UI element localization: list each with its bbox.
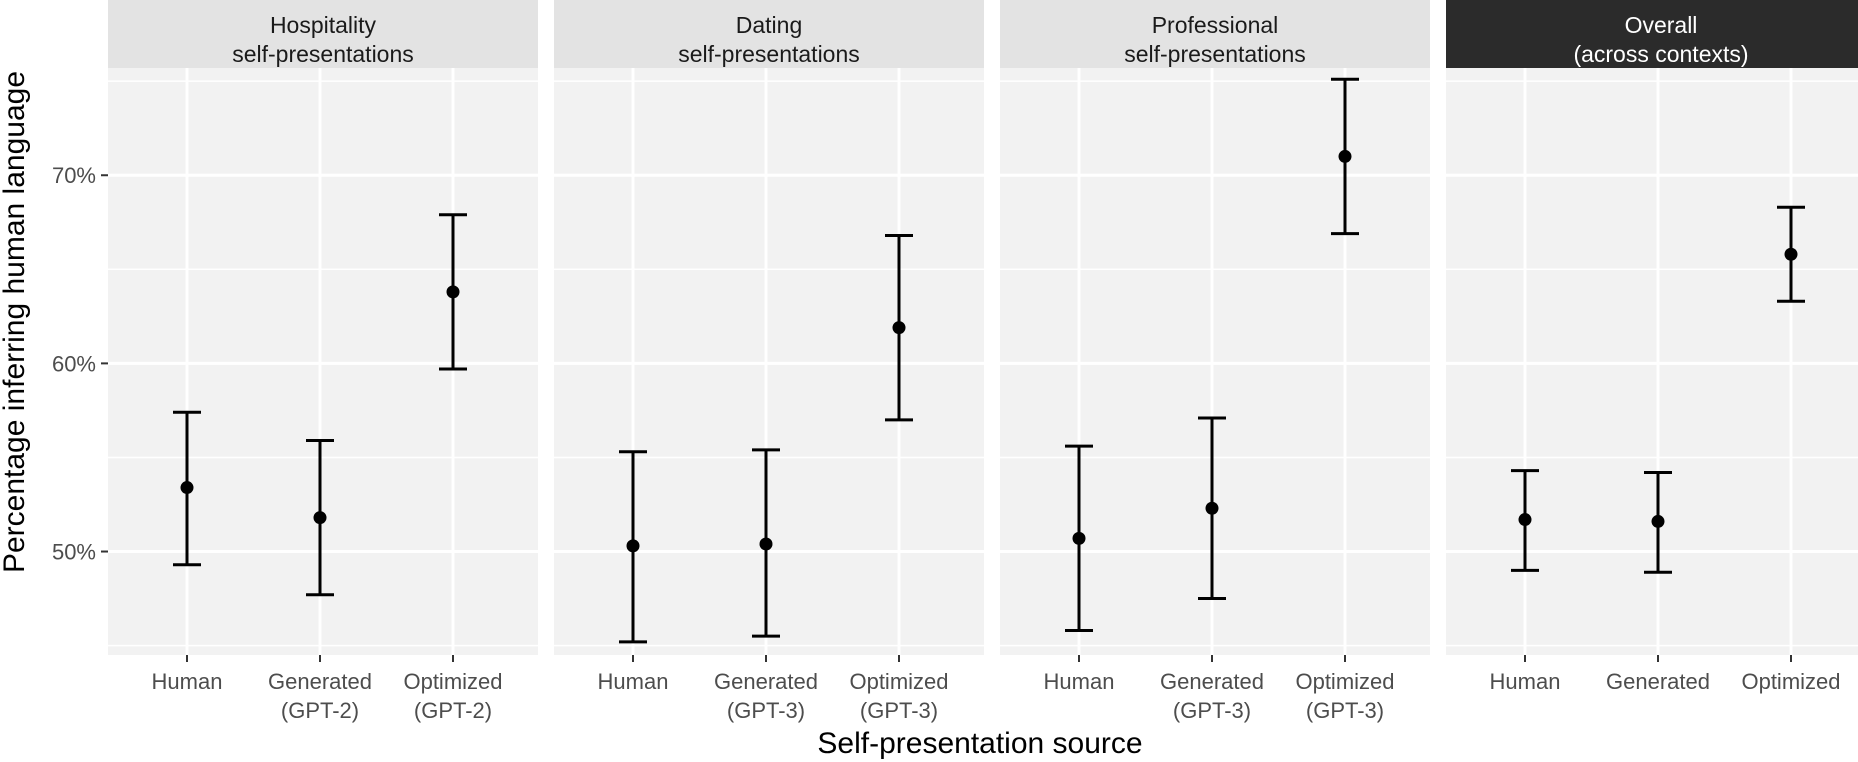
x-tick-label: Optimized <box>403 669 502 694</box>
x-tick-label: Generated <box>1160 669 1264 694</box>
facet-strip <box>554 0 984 68</box>
y-tick-label: 50% <box>52 540 96 565</box>
data-point <box>180 481 194 495</box>
x-tick-label: Human <box>1044 669 1115 694</box>
facet-strip <box>1446 0 1858 68</box>
panel-background <box>1446 68 1858 655</box>
panel-background <box>1000 68 1430 655</box>
facet-title-line: self-presentations <box>678 41 860 67</box>
data-point <box>1205 501 1219 515</box>
x-tick-label: (GPT-2) <box>414 698 492 723</box>
y-tick-label: 70% <box>52 163 96 188</box>
x-tick-label: (GPT-3) <box>1306 698 1384 723</box>
facet-panel: Overall (across contexts) Human Generated Op… <box>1446 0 1858 694</box>
x-tick-label: (GPT-3) <box>727 698 805 723</box>
facet-panel: Dating self-presentations Human Generated (G… <box>554 0 984 723</box>
facet-title-line: Professional <box>1152 12 1279 38</box>
x-tick-label: Human <box>152 669 223 694</box>
y-tick-label: 60% <box>52 351 96 376</box>
facet-panel: Professional self-presentations Human Gener… <box>1000 0 1430 723</box>
x-axis-title: Self-presentation source <box>817 727 1142 760</box>
x-tick-label: Generated <box>714 669 818 694</box>
facet-title-line: (across contexts) <box>1573 41 1748 67</box>
data-point <box>1072 531 1086 545</box>
data-point <box>446 285 460 299</box>
x-tick-label: Optimized <box>1295 669 1394 694</box>
facet-title-line: Hospitality <box>270 12 377 38</box>
y-axis: 50% 60% 70% <box>52 163 108 565</box>
data-point <box>1338 149 1352 163</box>
facet-title-line: Overall <box>1625 12 1698 38</box>
x-tick-label: (GPT-3) <box>1173 698 1251 723</box>
facet-title-line: Dating <box>736 12 802 38</box>
x-tick-label: Optimized <box>1741 669 1840 694</box>
panel-background <box>554 68 984 655</box>
data-point <box>626 539 640 553</box>
data-point <box>1784 247 1798 261</box>
panel-background <box>108 68 538 655</box>
x-tick-label: Human <box>598 669 669 694</box>
x-tick-label: Generated <box>1606 669 1710 694</box>
facet-title-line: self-presentations <box>1124 41 1306 67</box>
data-point <box>1651 514 1665 528</box>
x-tick-label: (GPT-3) <box>860 698 938 723</box>
x-tick-label: Generated <box>268 669 372 694</box>
y-axis-title: Percentage inferring human language <box>0 71 31 573</box>
data-point <box>892 321 906 335</box>
data-point <box>313 511 327 525</box>
x-tick-label: Optimized <box>849 669 948 694</box>
facet-strip <box>1000 0 1430 68</box>
x-tick-label: (GPT-2) <box>281 698 359 723</box>
facet-panel: Hospitality self-presentations Human Genera… <box>108 0 538 723</box>
x-tick-label: Human <box>1490 669 1561 694</box>
facet-panels: Hospitality self-presentations Human Genera… <box>108 0 1858 723</box>
data-point <box>1518 513 1532 527</box>
facet-strip <box>108 0 538 68</box>
facet-title-line: self-presentations <box>232 41 414 67</box>
data-point <box>759 537 773 551</box>
